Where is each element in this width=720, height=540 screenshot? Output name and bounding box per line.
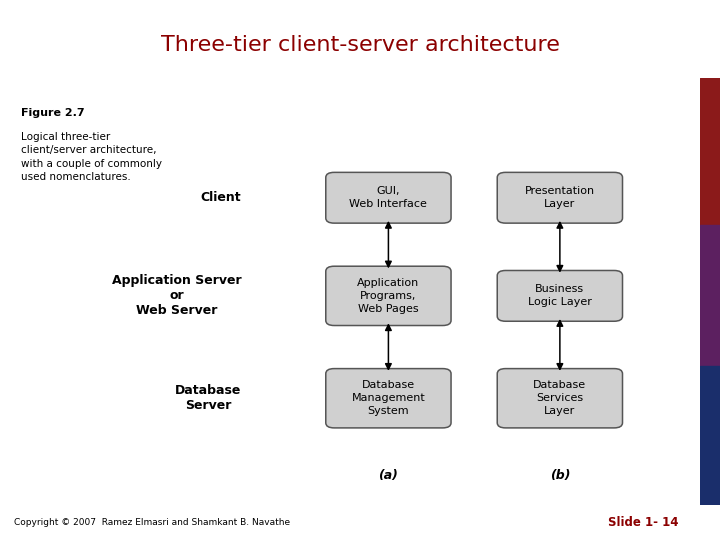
- FancyBboxPatch shape: [325, 172, 451, 223]
- Bar: [700, 78, 720, 226]
- FancyBboxPatch shape: [325, 369, 451, 428]
- FancyBboxPatch shape: [498, 271, 623, 321]
- Text: Slide 1- 14: Slide 1- 14: [608, 516, 679, 529]
- Text: Presentation
Layer: Presentation Layer: [525, 186, 595, 209]
- Bar: [700, 366, 720, 505]
- FancyBboxPatch shape: [498, 172, 623, 223]
- Text: Figure 2.7: Figure 2.7: [21, 108, 85, 118]
- Text: (b): (b): [549, 469, 570, 482]
- Bar: [700, 226, 720, 366]
- Text: (a): (a): [379, 469, 398, 482]
- Text: Application
Programs,
Web Pages: Application Programs, Web Pages: [357, 278, 420, 314]
- Text: Business
Logic Layer: Business Logic Layer: [528, 285, 592, 307]
- Text: Logical three-tier
client/server architecture,
with a couple of commonly
used no: Logical three-tier client/server archite…: [21, 132, 162, 183]
- Text: Application Server
or
Web Server: Application Server or Web Server: [112, 274, 241, 318]
- Text: Database
Management
System: Database Management System: [351, 381, 426, 416]
- Text: Copyright © 2007  Ramez Elmasri and Shamkant B. Navathe: Copyright © 2007 Ramez Elmasri and Shamk…: [14, 518, 290, 527]
- Text: Three-tier client-server architecture: Three-tier client-server architecture: [161, 36, 559, 56]
- Text: Database
Services
Layer: Database Services Layer: [534, 381, 586, 416]
- FancyBboxPatch shape: [498, 369, 623, 428]
- FancyBboxPatch shape: [325, 266, 451, 326]
- Text: GUI,
Web Interface: GUI, Web Interface: [349, 186, 428, 209]
- Text: Database
Server: Database Server: [175, 384, 241, 412]
- Text: Client: Client: [201, 191, 241, 204]
